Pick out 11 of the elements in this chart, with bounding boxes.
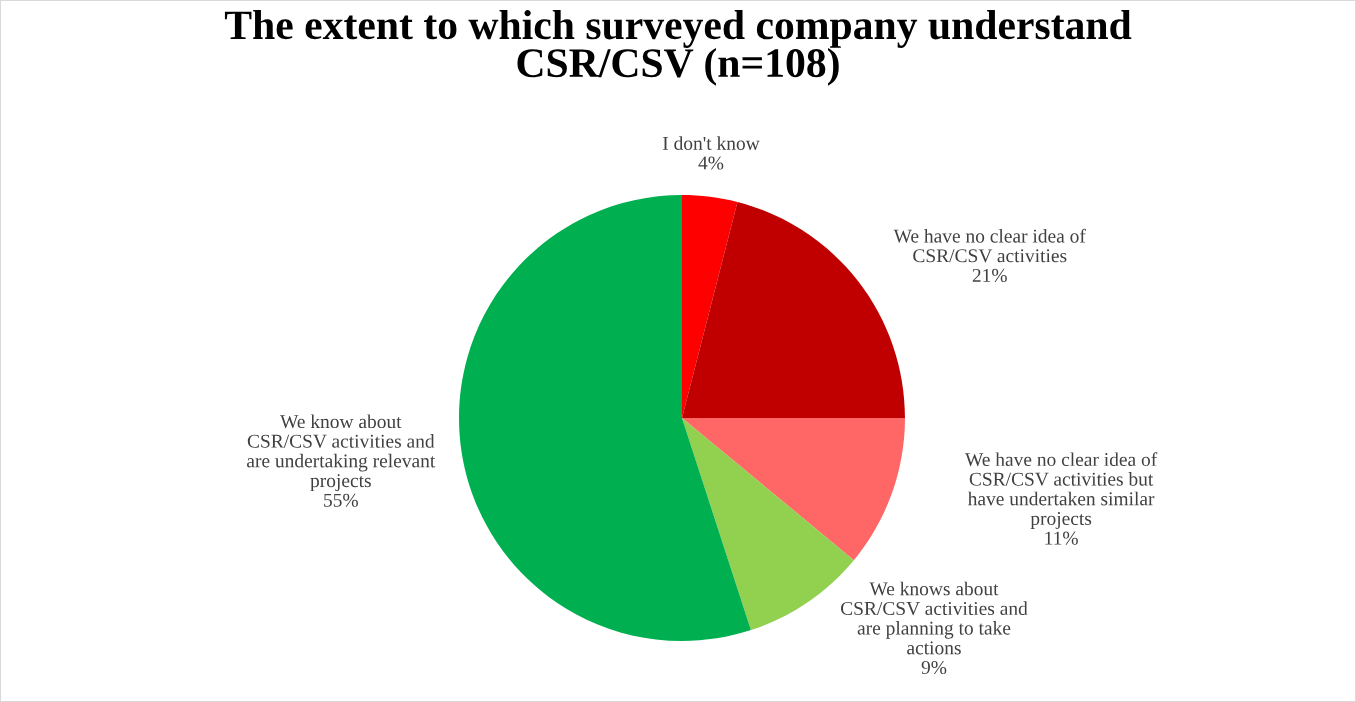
slice-label: We know about CSR/CSV activities and are undertaking relevant projects <box>247 414 436 492</box>
data-label: 11% <box>1045 531 1078 545</box>
slice-label: We have no clear idea of CSR/CSV activities but have undertaken similar projects <box>965 452 1158 529</box>
data-label: 4% <box>698 156 724 170</box>
slice-label: We have no clear idea of CSR/CSV activities <box>893 228 1086 263</box>
slice-label: I don't know <box>662 136 760 150</box>
chart-title: The extent to which surveyed company understand CSR/CSV (n=108) <box>224 10 1132 86</box>
data-label: 21% <box>972 268 1007 283</box>
data-label: 55% <box>324 493 358 507</box>
data-label: 9% <box>921 660 947 675</box>
slice-label: We knows about CSR/CSV activities and are planning to take actions <box>840 581 1028 655</box>
